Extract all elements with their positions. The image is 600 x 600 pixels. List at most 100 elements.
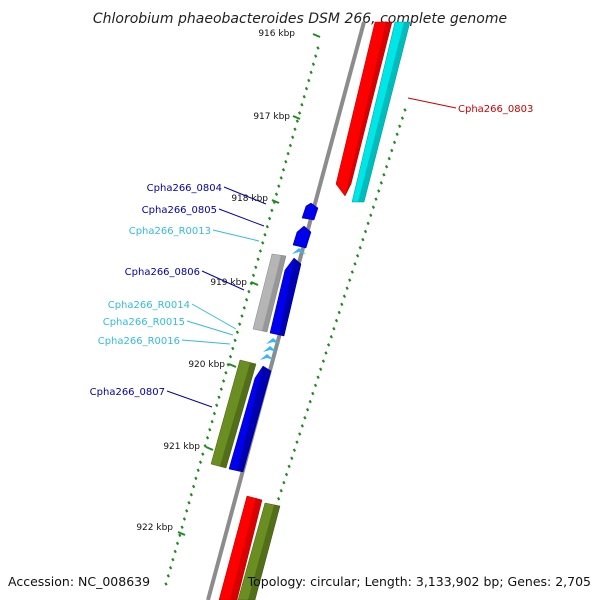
left-rail-tick-3 — [309, 70, 313, 75]
leader-line-r0013 — [212, 229, 260, 242]
gene-label-0806[interactable]: Cpha266_0806 — [125, 267, 200, 278]
left-rail-tick-58 — [182, 517, 187, 521]
right-rail-tick-20 — [350, 270, 354, 274]
ruler-tick-919 — [250, 281, 259, 286]
right-rail-tick-31 — [321, 359, 326, 363]
left-rail-tick-39 — [226, 362, 230, 367]
left-rail-tick-1 — [314, 54, 318, 58]
right-rail-tick-33 — [316, 375, 320, 380]
right-rail-tick-37 — [305, 407, 310, 412]
left-rail-tick-48 — [205, 436, 210, 440]
gene-block-red-top[interactable] — [335, 21, 393, 197]
left-rail-tick-37 — [231, 346, 235, 351]
ruler-tick-916 — [312, 33, 321, 38]
gene-label-0807[interactable]: Cpha266_0807 — [90, 387, 165, 398]
right-rail-tick-38 — [303, 416, 307, 420]
left-rail-tick-52 — [196, 468, 200, 473]
right-rail-tick-26 — [334, 318, 339, 323]
left-rail-tick-4 — [307, 78, 311, 83]
left-rail-tick-66 — [164, 582, 168, 586]
leader-line-r0015 — [186, 320, 234, 336]
left-rail-tick-45 — [212, 411, 217, 416]
left-rail-tick-43 — [217, 395, 221, 399]
left-rail-tick-20 — [270, 208, 274, 213]
left-rail-tick-53 — [194, 476, 198, 481]
gene-block-cyan-top[interactable] — [351, 21, 411, 203]
right-rail-tick-30 — [324, 351, 328, 355]
left-rail-tick-49 — [203, 444, 207, 448]
right-rail-tick-10 — [377, 189, 381, 193]
right-rail-tick-1 — [400, 116, 405, 120]
right-rail-tick-8 — [382, 173, 386, 177]
rna-chevron-r0014[interactable] — [266, 338, 280, 344]
right-rail-tick-14 — [366, 221, 370, 226]
ruler-tick-920 — [228, 363, 237, 368]
gene-arrow-0805[interactable] — [292, 225, 312, 249]
right-rail-tick-47 — [279, 488, 283, 493]
right-rail-tick-18 — [355, 254, 360, 258]
left-rail-tick-9 — [295, 119, 299, 123]
left-rail-tick-35 — [235, 330, 240, 334]
gene-label-r0013[interactable]: Cpha266_R0013 — [129, 226, 211, 237]
left-rail-tick-14 — [284, 159, 288, 164]
left-rail-tick-62 — [173, 549, 177, 554]
topology-text: Topology: circular; Length: 3,133,902 bp… — [247, 574, 591, 589]
right-rail-tick-39 — [300, 424, 304, 428]
right-rail-tick-6 — [387, 156, 391, 161]
left-rail-tick-11 — [291, 135, 295, 140]
gene-block-olive-mid-shade — [220, 363, 256, 468]
right-rail-tick-13 — [369, 213, 373, 218]
ruler-tick-921 — [205, 446, 214, 451]
gene-label-0805[interactable]: Cpha266_0805 — [142, 205, 217, 216]
leader-line-0807 — [166, 390, 213, 408]
left-rail-tick-0 — [316, 46, 320, 50]
right-rail-tick-9 — [379, 181, 383, 185]
rna-chevron-r0015[interactable] — [263, 346, 277, 352]
left-rail-tick-41 — [221, 379, 226, 383]
map-title: Chlorobium phaeobacteroides DSM 266, com… — [93, 11, 507, 27]
gene-label-r0014[interactable]: Cpha266_R0014 — [108, 300, 190, 311]
ruler-tick-922 — [177, 531, 186, 536]
left-rail-tick-32 — [242, 306, 246, 310]
right-rail-tick-21 — [348, 278, 352, 282]
left-rail-tick-16 — [279, 176, 283, 180]
left-rail-tick-33 — [240, 314, 244, 318]
gene-label-0804[interactable]: Cpha266_0804 — [147, 183, 222, 194]
left-rail-tick-59 — [180, 525, 184, 529]
left-rail-tick-60 — [178, 533, 182, 538]
ruler-label-922: 922 kbp — [136, 523, 173, 533]
gene-label-r0015[interactable]: Cpha266_R0015 — [103, 317, 185, 328]
left-rail-tick-64 — [168, 566, 173, 570]
leader-line-0804 — [223, 186, 267, 205]
left-rail-tick-50 — [201, 452, 205, 456]
left-rail-tick-51 — [198, 460, 203, 464]
gene-label-0803[interactable]: Cpha266_0803 — [458, 104, 533, 115]
ruler-label-921: 921 kbp — [163, 442, 200, 452]
left-rail-tick-22 — [265, 224, 269, 229]
left-rail-tick-5 — [304, 86, 309, 91]
ruler-label-920: 920 kbp — [188, 360, 225, 370]
gene-block-red-bottom[interactable] — [218, 495, 263, 600]
right-rail-tick-23 — [342, 294, 347, 299]
right-rail-tick-17 — [358, 245, 362, 250]
rna-chevron-r0013[interactable] — [292, 248, 306, 254]
right-rail-tick-5 — [390, 148, 394, 153]
right-rail-tick-45 — [284, 472, 289, 477]
gene-label-r0016[interactable]: Cpha266_R0016 — [98, 336, 180, 347]
right-rail-tick-28 — [329, 335, 333, 339]
leader-line-r0016 — [181, 339, 231, 345]
rna-chevron-r0016[interactable] — [260, 354, 274, 360]
right-rail-tick-11 — [374, 197, 378, 201]
ruler-label-916: 916 kbp — [258, 29, 295, 39]
accession-text: Accession: NC_008639 — [8, 574, 150, 589]
left-rail-tick-57 — [185, 509, 189, 513]
right-rail-tick-32 — [319, 367, 323, 371]
left-rail-tick-28 — [251, 273, 256, 278]
leader-line-0806 — [201, 270, 245, 291]
gene-block-0806-shade — [279, 258, 301, 336]
right-rail-tick-40 — [298, 432, 302, 436]
tick-rail-left — [164, 46, 320, 586]
right-rail-tick-0 — [403, 108, 407, 112]
left-rail-tick-44 — [215, 403, 219, 408]
gene-arrow-0804[interactable] — [301, 202, 319, 221]
